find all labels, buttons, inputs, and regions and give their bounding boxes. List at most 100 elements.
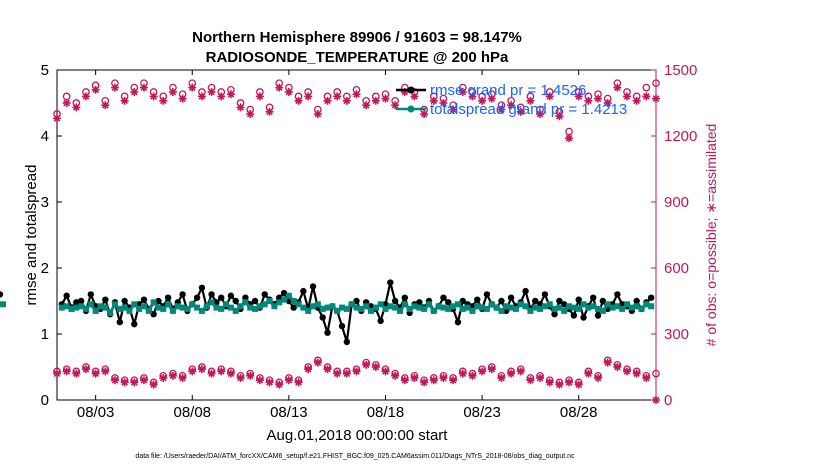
asterisk-stroke bbox=[411, 374, 418, 382]
series-point-totalspread bbox=[363, 303, 370, 310]
asterisk-stroke bbox=[488, 95, 496, 102]
series-point-rmse bbox=[459, 297, 466, 305]
series-point-rmse bbox=[116, 318, 123, 326]
series-point-rmse bbox=[614, 291, 621, 298]
asterisk-stroke bbox=[440, 99, 447, 107]
plot-area bbox=[56, 69, 657, 401]
obs-assimilated-marker bbox=[584, 96, 593, 105]
series-point-rmse bbox=[242, 294, 249, 301]
obs-assimilated-marker bbox=[120, 378, 129, 387]
asterisk-stroke bbox=[594, 374, 602, 382]
series-point-totalspread bbox=[648, 303, 655, 310]
series-point-totalspread bbox=[242, 299, 249, 306]
series-point-totalspread bbox=[372, 304, 379, 311]
series-point-totalspread bbox=[285, 292, 292, 299]
series-point-totalspread bbox=[184, 305, 191, 312]
series-point-totalspread bbox=[585, 304, 592, 311]
series-point-totalspread bbox=[107, 309, 114, 316]
obs-assimilated-marker bbox=[284, 88, 293, 96]
series-point-totalspread bbox=[353, 304, 360, 311]
asterisk-stroke bbox=[498, 106, 505, 113]
asterisk-stroke bbox=[82, 365, 90, 373]
asterisk-stroke bbox=[304, 365, 312, 373]
asterisk-stroke bbox=[633, 97, 641, 105]
asterisk-stroke bbox=[362, 361, 370, 369]
series-point-totalspread bbox=[493, 304, 500, 311]
obs-assimilated-marker bbox=[139, 376, 148, 385]
asterisk-stroke bbox=[101, 368, 109, 375]
series-point-rmse bbox=[377, 317, 384, 324]
series-point-totalspread bbox=[575, 305, 582, 312]
obs-assimilated-marker bbox=[168, 371, 177, 380]
x-axis-label: Aug.01,2018 00:00:00 start bbox=[267, 427, 449, 444]
asterisk-stroke bbox=[295, 379, 302, 386]
asterisk-stroke bbox=[343, 370, 351, 377]
series-point-totalspread bbox=[78, 303, 85, 310]
asterisk-stroke bbox=[469, 93, 476, 100]
asterisk-stroke bbox=[391, 372, 399, 380]
series-point-rmse bbox=[416, 299, 423, 306]
series-point-totalspread bbox=[203, 303, 210, 310]
series-point-rmse bbox=[140, 296, 148, 303]
right-tick-label: 600 bbox=[664, 260, 689, 277]
obs-assimilated-marker bbox=[101, 367, 110, 376]
obs-assimilated-marker bbox=[603, 358, 612, 367]
obs-assimilated-marker bbox=[623, 92, 632, 101]
asterisk-stroke bbox=[227, 370, 235, 377]
series-point-totalspread bbox=[247, 304, 254, 311]
series-point-rmse bbox=[227, 292, 235, 299]
series-point-totalspread bbox=[150, 299, 157, 306]
asterisk-stroke bbox=[585, 370, 592, 377]
obs-assimilated-marker bbox=[526, 96, 535, 105]
asterisk-stroke bbox=[53, 370, 61, 377]
series-point-totalspread bbox=[599, 307, 606, 314]
obs-possible-marker bbox=[642, 83, 651, 92]
series-point-rmse bbox=[445, 299, 452, 306]
series-point-totalspread bbox=[556, 304, 563, 311]
series-point-rmse bbox=[580, 314, 587, 321]
obs-assimilated-marker bbox=[207, 88, 216, 96]
obs-assimilated-marker bbox=[265, 107, 274, 116]
series-point-totalspread bbox=[541, 303, 548, 310]
obs-assimilated-marker bbox=[410, 92, 419, 101]
asterisk-stroke bbox=[169, 372, 177, 380]
series-point-totalspread bbox=[126, 307, 133, 314]
series-point-totalspread bbox=[387, 303, 394, 310]
series-point-totalspread bbox=[266, 298, 273, 304]
asterisk-stroke bbox=[556, 112, 563, 120]
series-point-rmse bbox=[193, 294, 201, 301]
series-point-totalspread bbox=[508, 304, 515, 311]
asterisk-stroke bbox=[208, 88, 215, 96]
asterisk-stroke bbox=[53, 115, 61, 122]
series-point-rmse bbox=[532, 297, 539, 305]
chart-title-line1: Northern Hemisphere 89906 / 91603 = 98.1… bbox=[192, 29, 522, 46]
asterisk-stroke bbox=[111, 84, 119, 91]
obs-assimilated-marker bbox=[81, 92, 90, 101]
x-tick-label: 08/18 bbox=[367, 404, 405, 421]
left-tick-label: 3 bbox=[41, 194, 49, 211]
obs-assimilated-marker bbox=[613, 363, 622, 371]
obs-assimilated-marker bbox=[371, 96, 380, 105]
obs-count-layer bbox=[53, 79, 660, 404]
asterisk-stroke bbox=[188, 368, 196, 375]
asterisk-stroke bbox=[478, 368, 486, 375]
obs-assimilated-marker bbox=[197, 92, 206, 101]
series-point-totalspread bbox=[343, 305, 350, 312]
obs-assimilated-marker bbox=[497, 374, 506, 382]
series-point-totalspread bbox=[87, 301, 94, 308]
obs-assimilated-marker bbox=[313, 110, 322, 118]
series-point-rmse bbox=[541, 291, 549, 298]
obs-assimilated-marker bbox=[429, 96, 438, 105]
series-point-totalspread bbox=[261, 301, 268, 308]
asterisk-stroke bbox=[140, 84, 148, 91]
obs-assimilated-marker bbox=[304, 365, 313, 374]
asterisk-stroke bbox=[82, 93, 90, 100]
legend-marker-rmse bbox=[407, 86, 415, 94]
obs-assimilated-marker bbox=[352, 367, 361, 376]
asterisk-stroke bbox=[179, 374, 186, 382]
obs-assimilated-marker bbox=[468, 371, 477, 380]
obs-assimilated-marker bbox=[275, 380, 284, 389]
legend-label-rmse: rmse grand pr = 1.4526 bbox=[430, 82, 586, 99]
series-point-totalspread bbox=[604, 301, 611, 308]
chart-title-line2: RADIOSONDE_TEMPERATURE @ 200 hPa bbox=[206, 49, 509, 66]
